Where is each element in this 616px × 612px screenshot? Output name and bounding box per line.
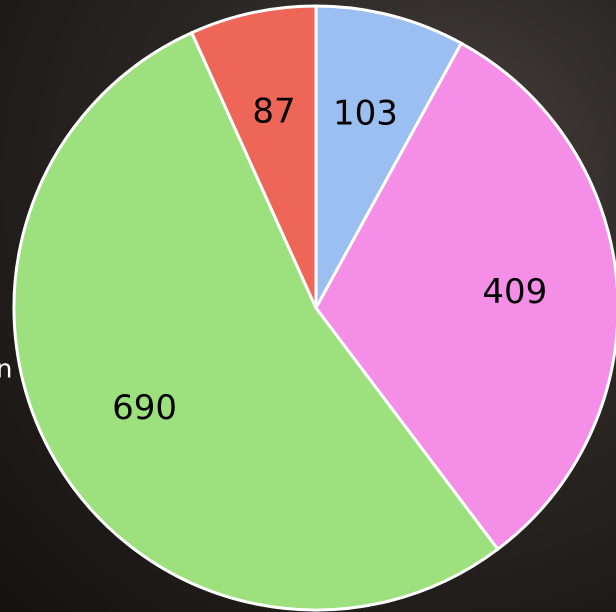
data-label: 409 [482,272,547,312]
annotation: n [0,355,12,385]
data-label: 87 [252,92,295,132]
chart: n 103 409 690 87 [0,0,616,612]
page: n 10340969087 (() => { const data = JSON… [0,0,616,612]
data-label: 690 [112,388,177,428]
data-label: 103 [333,93,398,133]
